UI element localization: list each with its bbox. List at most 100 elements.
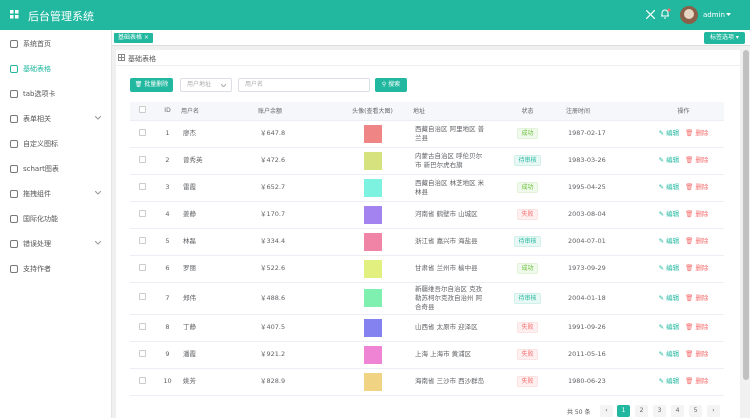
delete-link[interactable]: 🗑 删除 [685, 350, 709, 358]
page-number[interactable]: 2 [635, 405, 648, 417]
date-cell: 1980-06-23 [565, 368, 643, 396]
username[interactable]: admin [703, 11, 725, 19]
status-cell: 待审核 [490, 228, 565, 256]
avatar-image[interactable] [363, 318, 382, 337]
avatar-image[interactable] [363, 259, 382, 278]
checkbox[interactable] [139, 263, 146, 271]
search-button[interactable]: ⚲ 搜索 [375, 78, 407, 92]
menu-item[interactable]: 表单相关 [0, 109, 111, 129]
menu-icon [10, 265, 18, 273]
name-cell: 雷霞 [180, 174, 257, 202]
name-input[interactable]: 用户名 [238, 78, 370, 92]
page-number[interactable]: 3 [653, 405, 666, 417]
cell [130, 201, 155, 229]
avatar-cell [333, 368, 412, 396]
balance-cell: ￥828.9 [257, 368, 333, 396]
menu-item[interactable]: tab选项卡 [0, 84, 111, 104]
collapse-icon[interactable] [10, 10, 19, 19]
table-row: 3 雷霞 ￥652.7 西藏自治区 林芝地区 米林县 成功 1995-04-25 ✎ 编辑 🗑… [130, 174, 724, 202]
bell-icon[interactable] [660, 8, 671, 19]
menu-icon [10, 240, 18, 248]
scroll-thumb[interactable] [743, 50, 749, 380]
edit-label: 编辑 [666, 237, 680, 245]
page-number[interactable]: 4 [671, 405, 684, 417]
delete-link[interactable]: 🗑 删除 [685, 377, 709, 385]
menu-item[interactable]: 自定义图标 [0, 134, 111, 154]
menu-item[interactable]: 基础表格 [0, 59, 111, 79]
menu-item[interactable]: 错误处理 [0, 234, 111, 254]
prev-page[interactable]: ‹ [600, 405, 613, 417]
edit-link[interactable]: ✎ 编辑 [658, 377, 680, 385]
checkbox[interactable] [139, 349, 146, 357]
table-row: 9 潘霞 ￥921.2 上海 上海市 黄浦区 失败 2011-05-16 ✎ 编辑 🗑 删除 [130, 341, 724, 369]
checkbox[interactable] [139, 128, 146, 136]
menu-item[interactable]: schart图表 [0, 159, 111, 179]
batch-delete-button[interactable]: 🗑 批量删除 [130, 78, 173, 92]
delete-link[interactable]: 🗑 删除 [685, 237, 709, 245]
edit-link[interactable]: ✎ 编辑 [658, 293, 680, 302]
next-page[interactable]: › [707, 405, 720, 417]
actions-cell: ✎ 编辑 🗑 删除 [643, 120, 724, 148]
id-cell: 9 [155, 341, 180, 369]
avatar-image[interactable] [363, 232, 382, 251]
checkbox[interactable] [139, 106, 146, 114]
delete-link[interactable]: 🗑 删除 [685, 293, 709, 302]
delete-link[interactable]: 🗑 删除 [685, 129, 709, 137]
menu-item[interactable]: 拖拽组件 [0, 184, 111, 204]
header-row: ID 用户名 账户余额 头像(查看大图) 地址 状态 注册时间 操作 [130, 102, 724, 121]
table-row: 1 廖杰 ￥647.8 西藏自治区 阿里地区 普兰县 成功 1987-02-17 ✎ 编辑 🗑… [130, 120, 724, 148]
menu-item[interactable]: 支持作者 [0, 259, 111, 279]
avatar[interactable] [680, 6, 698, 24]
actions-cell: ✎ 编辑 🗑 删除 [643, 341, 724, 369]
avatar-image[interactable] [363, 372, 382, 391]
avatar-image[interactable] [363, 151, 382, 170]
name-cell: 罗丽 [180, 255, 257, 283]
edit-link[interactable]: ✎ 编辑 [658, 210, 680, 218]
delete-label: 删除 [695, 237, 709, 245]
menu-item[interactable]: 系统首页 [0, 34, 111, 54]
id-cell: 7 [155, 282, 180, 315]
checkbox[interactable] [139, 376, 146, 384]
menu-label: 自定义图标 [23, 140, 58, 148]
page-number[interactable]: 1 [617, 405, 630, 417]
delete-link[interactable]: 🗑 删除 [685, 323, 709, 331]
delete-link[interactable]: 🗑 删除 [685, 183, 709, 191]
delete-label: 删除 [695, 183, 709, 191]
checkbox[interactable] [139, 182, 146, 190]
checkbox[interactable] [139, 209, 146, 217]
avatar-image[interactable] [363, 345, 382, 364]
checkbox[interactable] [139, 322, 146, 330]
avatar-image[interactable] [363, 289, 382, 307]
tab-options-label: 标签选项 [710, 34, 735, 41]
avatar-image[interactable] [363, 205, 382, 224]
menu-item[interactable]: 国际化功能 [0, 209, 111, 229]
fullscreen-icon[interactable] [646, 10, 655, 19]
checkbox[interactable] [139, 236, 146, 244]
edit-link[interactable]: ✎ 编辑 [658, 323, 680, 331]
avatar-cell [333, 255, 412, 283]
edit-link[interactable]: ✎ 编辑 [658, 129, 680, 137]
breadcrumb-icon [118, 54, 125, 61]
delete-link[interactable]: 🗑 删除 [685, 210, 709, 218]
checkbox[interactable] [139, 155, 146, 163]
avatar-image[interactable] [363, 124, 382, 143]
address-cell: 甘肃省 兰州市 榆中县 [412, 255, 490, 283]
edit-link[interactable]: ✎ 编辑 [658, 264, 680, 272]
status-tag: 成功 [517, 128, 538, 139]
delete-link[interactable]: 🗑 删除 [685, 264, 709, 272]
chevron [95, 116, 101, 120]
avatar-cell [333, 120, 412, 148]
address-select[interactable]: 用户地址 [180, 78, 232, 92]
edit-link[interactable]: ✎ 编辑 [658, 156, 680, 164]
edit-link[interactable]: ✎ 编辑 [658, 237, 680, 245]
delete-link[interactable]: 🗑 删除 [685, 156, 709, 164]
checkbox[interactable] [139, 293, 146, 300]
name-cell: 林磊 [180, 228, 257, 256]
avatar-image[interactable] [363, 178, 382, 197]
menu-label: 基础表格 [23, 65, 51, 73]
page-number[interactable]: 5 [689, 405, 702, 417]
edit-link[interactable]: ✎ 编辑 [658, 350, 680, 358]
tab-options[interactable]: 标签选项 ▾ [704, 32, 745, 44]
edit-link[interactable]: ✎ 编辑 [658, 183, 680, 191]
tab[interactable]: 基础表格 × [114, 33, 153, 43]
